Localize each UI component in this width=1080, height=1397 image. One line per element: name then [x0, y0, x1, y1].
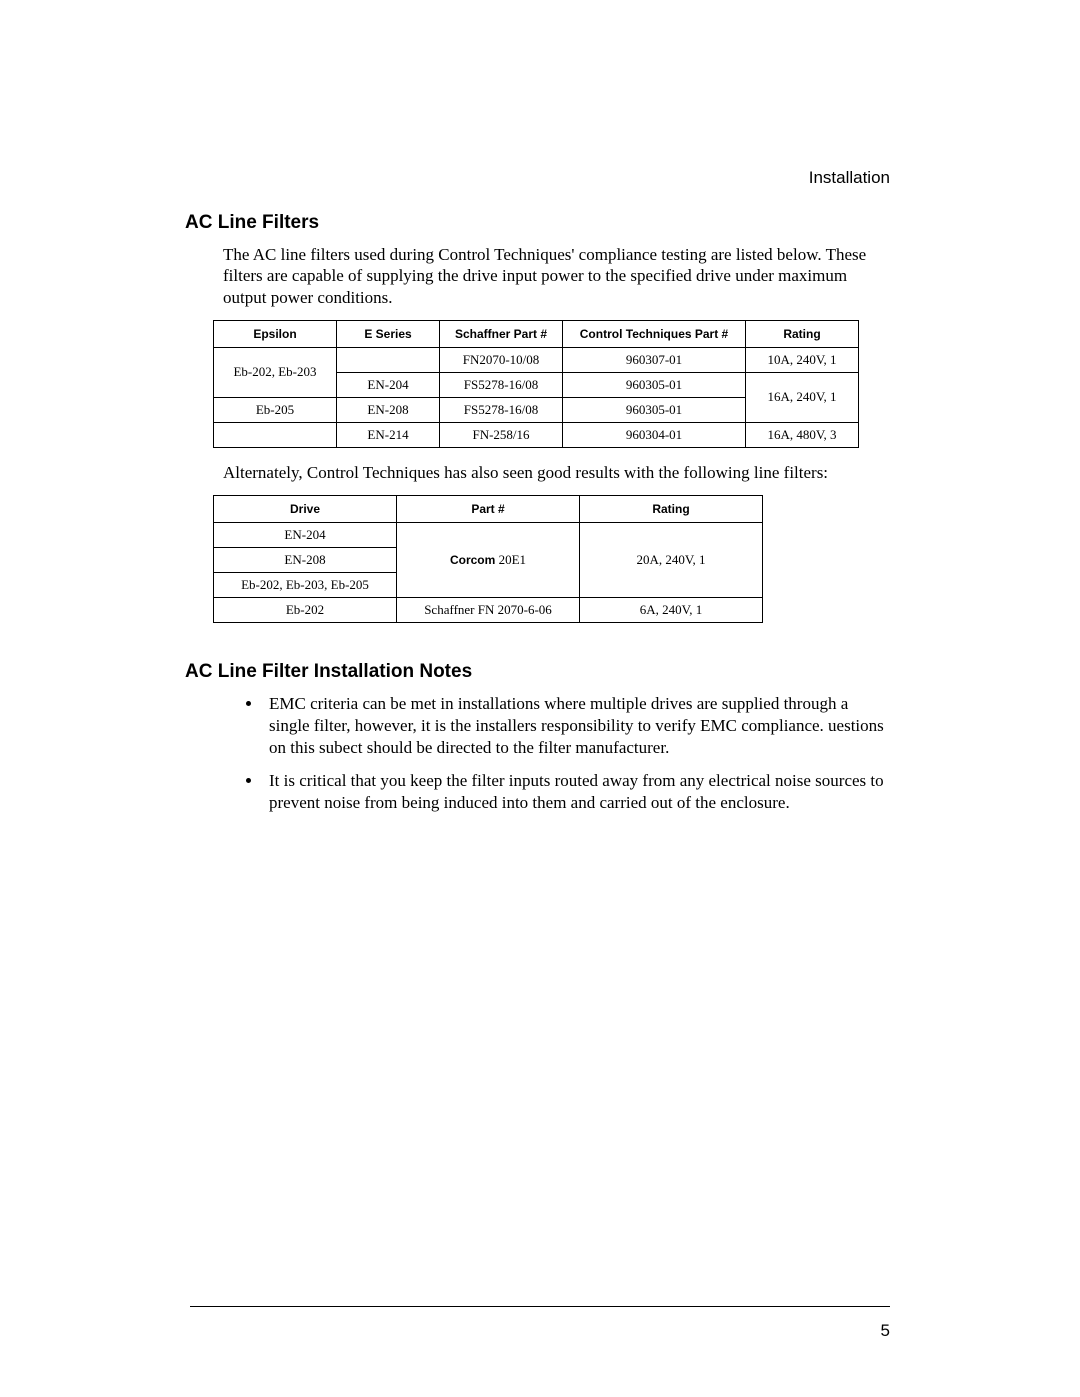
- cell-part: Schaffner FN 2070-6-06: [397, 598, 580, 623]
- cell-eseries: EN-214: [337, 422, 440, 447]
- table-row: Eb-202, Eb-203 FN2070-10/08 960307-01 10…: [214, 347, 859, 372]
- cell-rating: 16A, 240V, 1: [746, 372, 859, 422]
- cell-eseries: EN-208: [337, 397, 440, 422]
- table-compliance-filters: Epsilon E Series Schaffner Part # Contro…: [213, 320, 890, 448]
- list-item: It is critical that you keep the filter …: [263, 770, 890, 814]
- cell-rating: 10A, 240V, 1: [746, 347, 859, 372]
- cell-epsilon: Eb-205: [214, 397, 337, 422]
- cell-epsilon: Eb-202, Eb-203: [214, 347, 337, 397]
- cell-drive: EN-204: [214, 523, 397, 548]
- page-number: 5: [881, 1321, 890, 1341]
- cell-rating: 16A, 480V, 3: [746, 422, 859, 447]
- table-row: Eb-202 Schaffner FN 2070-6-06 6A, 240V, …: [214, 598, 763, 623]
- part-bold: Corcom: [450, 553, 495, 567]
- footer-rule: [190, 1306, 890, 1307]
- cell-eseries: [337, 347, 440, 372]
- cell-schaffner: FN-258/16: [440, 422, 563, 447]
- col-epsilon: Epsilon: [214, 320, 337, 347]
- cell-schaffner: FS5278-16/08: [440, 397, 563, 422]
- table-alt-filters: Drive Part # Rating EN-204 Corcom 20E1 2…: [213, 495, 890, 623]
- cell-ct: 960304-01: [563, 422, 746, 447]
- col-drive: Drive: [214, 496, 397, 523]
- col-part: Part #: [397, 496, 580, 523]
- cell-ct: 960305-01: [563, 372, 746, 397]
- col-rating: Rating: [580, 496, 763, 523]
- table-header-row: Drive Part # Rating: [214, 496, 763, 523]
- list-item: EMC criteria can be met in installations…: [263, 693, 890, 758]
- cell-eseries: EN-204: [337, 372, 440, 397]
- cell-ct: 960307-01: [563, 347, 746, 372]
- table-row: EN-204 Corcom 20E1 20A, 240V, 1: [214, 523, 763, 548]
- cell-drive: Eb-202, Eb-203, Eb-205: [214, 573, 397, 598]
- document-page: Installation AC Line Filters The AC line…: [0, 0, 1080, 1397]
- col-eseries: E Series: [337, 320, 440, 347]
- intro-paragraph: The AC line filters used during Control …: [223, 244, 890, 308]
- alt-paragraph: Alternately, Control Techniques has also…: [223, 462, 890, 483]
- table-header-row: Epsilon E Series Schaffner Part # Contro…: [214, 320, 859, 347]
- cell-epsilon: [214, 422, 337, 447]
- cell-drive: Eb-202: [214, 598, 397, 623]
- col-rating: Rating: [746, 320, 859, 347]
- notes-list: EMC criteria can be met in installations…: [243, 693, 890, 814]
- cell-schaffner: FN2070-10/08: [440, 347, 563, 372]
- heading-install-notes: AC Line Filter Installation Notes: [185, 661, 890, 683]
- part-rest: 20E1: [495, 552, 526, 567]
- section-header: Installation: [809, 168, 890, 188]
- cell-rating: 20A, 240V, 1: [580, 523, 763, 598]
- col-schaffner: Schaffner Part #: [440, 320, 563, 347]
- col-ct-part: Control Techniques Part #: [563, 320, 746, 347]
- cell-rating: 6A, 240V, 1: [580, 598, 763, 623]
- cell-schaffner: FS5278-16/08: [440, 372, 563, 397]
- cell-drive: EN-208: [214, 548, 397, 573]
- cell-ct: 960305-01: [563, 397, 746, 422]
- table-row: EN-214 FN-258/16 960304-01 16A, 480V, 3: [214, 422, 859, 447]
- cell-part: Corcom 20E1: [397, 523, 580, 598]
- heading-ac-line-filters: AC Line Filters: [185, 212, 890, 234]
